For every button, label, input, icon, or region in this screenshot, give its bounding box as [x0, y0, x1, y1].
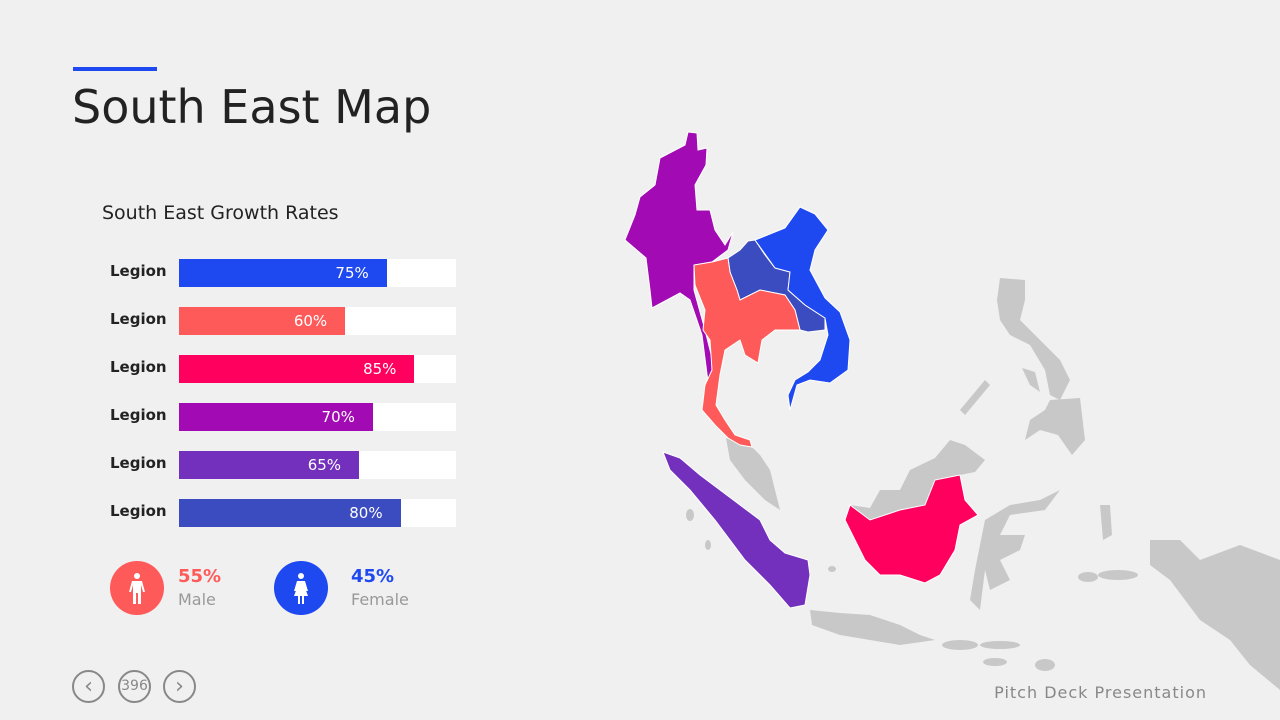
north-borneo: [850, 440, 985, 520]
bar-track: 70%: [179, 403, 456, 431]
sumatra: [662, 451, 811, 609]
other-regions: [686, 278, 1280, 690]
page-number: 396: [118, 670, 151, 703]
bar-fill: 60%: [179, 307, 346, 335]
bar-row: Legion 85%: [110, 355, 456, 383]
visayas: [1022, 368, 1040, 392]
island: [828, 566, 836, 572]
papua: [1150, 540, 1280, 690]
bar-label: Legion: [110, 502, 167, 520]
female-label: Female: [351, 590, 409, 609]
java: [810, 610, 935, 645]
island: [1078, 572, 1098, 582]
page-title: South East Map: [72, 80, 432, 134]
female-percent: 45%: [351, 566, 395, 587]
island: [942, 640, 978, 650]
island: [705, 540, 711, 550]
bar-fill: 70%: [179, 403, 373, 431]
bar-track: 85%: [179, 355, 456, 383]
vietnam: [754, 206, 851, 411]
next-button[interactable]: ›: [163, 670, 196, 703]
bar-label: Legion: [110, 454, 167, 472]
bar-row: Legion 65%: [110, 451, 456, 479]
bar-row: Legion 75%: [110, 259, 456, 287]
bar-label: Legion: [110, 262, 167, 280]
island: [1035, 659, 1055, 671]
island: [1098, 570, 1138, 580]
bar-fill: 85%: [179, 355, 415, 383]
mindanao: [1025, 398, 1085, 455]
bar-fill: 80%: [179, 499, 401, 527]
malay-peninsula: [726, 438, 780, 510]
chart-subtitle: South East Growth Rates: [102, 202, 339, 224]
borneo: [844, 474, 979, 584]
male-icon: [110, 561, 164, 615]
bar-label: Legion: [110, 358, 167, 376]
prev-button[interactable]: ‹: [72, 670, 105, 703]
thailand: [693, 257, 801, 448]
island: [983, 658, 1007, 666]
bar-row: Legion 80%: [110, 499, 456, 527]
bar-row: Legion 60%: [110, 307, 456, 335]
male-percent: 55%: [178, 566, 222, 587]
bar-row: Legion 70%: [110, 403, 456, 431]
female-icon: [274, 561, 328, 615]
palawan: [960, 380, 990, 415]
title-accent-line: [73, 67, 157, 71]
bar-fill: 65%: [179, 451, 360, 479]
island: [980, 641, 1020, 649]
footer-text: Pitch Deck Presentation: [994, 683, 1207, 702]
bar-track: 65%: [179, 451, 456, 479]
island: [686, 509, 694, 521]
bar-track: 80%: [179, 499, 456, 527]
luzon: [997, 278, 1070, 400]
bar-label: Legion: [110, 406, 167, 424]
male-label: Male: [178, 590, 216, 609]
bar-fill: 75%: [179, 259, 387, 287]
sulawesi: [970, 490, 1060, 610]
halmahera: [1100, 505, 1112, 540]
bar-label: Legion: [110, 310, 167, 328]
bar-track: 60%: [179, 307, 456, 335]
bar-track: 75%: [179, 259, 456, 287]
